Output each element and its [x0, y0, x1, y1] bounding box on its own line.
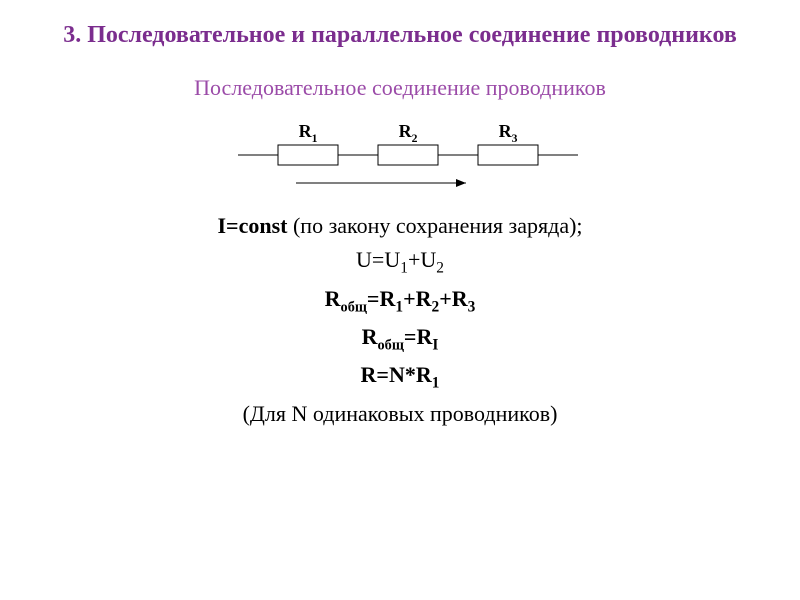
- svg-text:R2: R2: [398, 121, 417, 145]
- formula-r3-s1: 1: [395, 298, 403, 315]
- formula-r5-a: R=N*R: [361, 362, 432, 387]
- formula-rn: R=N*R1: [40, 362, 760, 392]
- formula-current-note: (по закону сохранения заряда);: [287, 213, 582, 238]
- formula-r4-a: R: [362, 324, 378, 349]
- formulas-block: I=const (по закону сохранения заряда); U…: [40, 213, 760, 427]
- formula-u-s1: 1: [400, 260, 408, 277]
- formula-rtotal: Rобщ=RI: [40, 324, 760, 354]
- formula-r3-a: R: [325, 286, 341, 311]
- formula-r4-b: =R: [404, 324, 432, 349]
- formula-current-main: I=const: [217, 213, 287, 238]
- slide-subtitle: Последовательное соединение проводников: [40, 75, 760, 101]
- formula-u-mid: +U: [408, 247, 436, 272]
- circuit-diagram: R1 R2 R3: [40, 115, 760, 205]
- formula-r3-suba: общ: [341, 299, 367, 315]
- formula-r3-c: +R: [403, 286, 431, 311]
- formula-r4-subb: I: [432, 336, 438, 353]
- formula-voltage: U=U1+U2: [40, 247, 760, 277]
- svg-text:R1: R1: [298, 121, 317, 145]
- formula-r3-s3: 3: [468, 298, 476, 315]
- formula-rsum: Rобщ=R1+R2+R3: [40, 286, 760, 316]
- formula-u-a: U=U: [356, 247, 400, 272]
- formula-note: (Для N одинаковых проводников): [40, 401, 760, 427]
- svg-text:R3: R3: [498, 121, 517, 145]
- slide-title: 3. Последовательное и параллельное соеди…: [40, 20, 760, 51]
- formula-r3-d: +R: [439, 286, 467, 311]
- slide: 3. Последовательное и параллельное соеди…: [0, 0, 800, 600]
- formula-current: I=const (по закону сохранения заряда);: [40, 213, 760, 239]
- circuit-svg: R1 R2 R3: [218, 115, 583, 205]
- formula-r5-s1: 1: [432, 375, 440, 392]
- formula-r4-suba: общ: [378, 337, 404, 353]
- formula-u-s2: 2: [436, 260, 444, 277]
- formula-r3-b: =R: [367, 286, 395, 311]
